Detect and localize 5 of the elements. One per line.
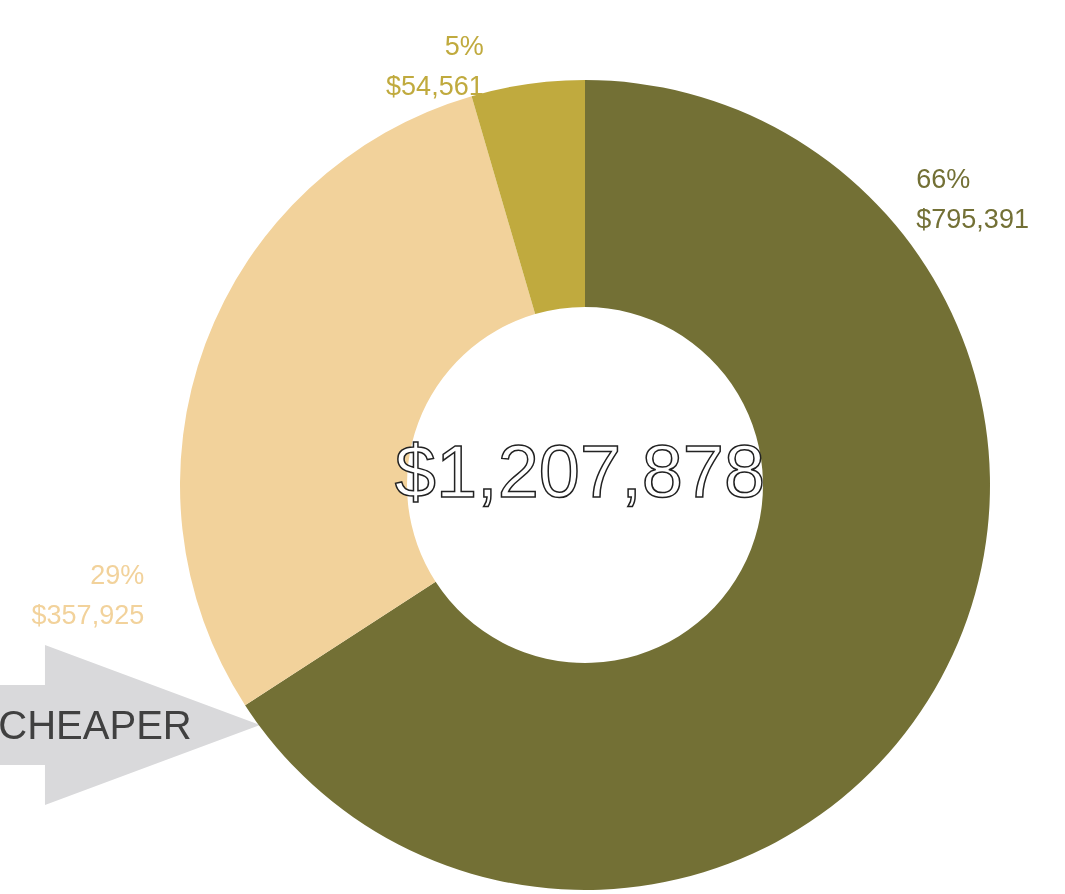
data-label: 29% $357,925: [31, 559, 145, 630]
data-label: 66% $795,391: [916, 164, 1029, 235]
text: $1,207,878: [394, 430, 766, 513]
text: CHEAPER: [0, 703, 192, 747]
data-label: 5% $54,561: [386, 30, 484, 101]
